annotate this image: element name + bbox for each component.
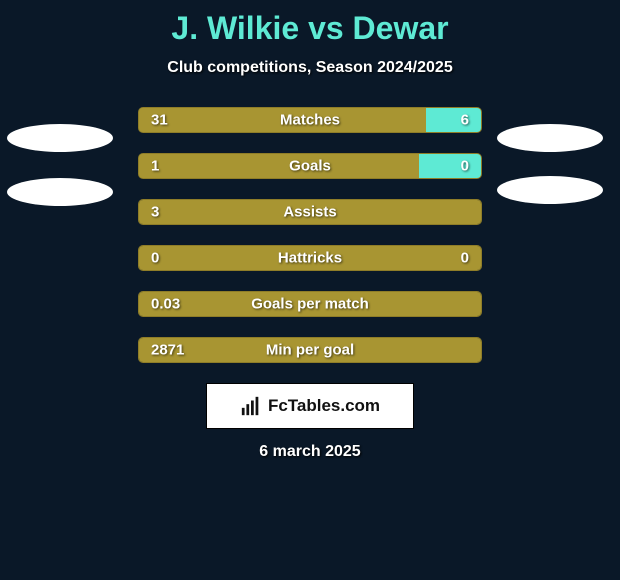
stat-bar: Goals 1 0 [138,153,482,179]
stat-left-value: 0.03 [151,296,180,313]
date-text: 6 march 2025 [0,443,620,461]
stat-bar: Hattricks 0 0 [138,245,482,271]
stat-left-value: 31 [151,112,168,129]
stat-left-value: 1 [151,158,159,175]
stat-bar: Assists 3 [138,199,482,225]
stat-bar: Goals per match 0.03 [138,291,482,317]
stat-label: Goals per match [251,296,369,313]
stat-left-value: 0 [151,250,159,267]
stat-row: Min per goal 2871 [0,337,620,363]
stat-row: Hattricks 0 0 [0,245,620,271]
stat-row: Goals per match 0.03 [0,291,620,317]
page-title: J. Wilkie vs Dewar [0,0,620,47]
stat-label: Matches [280,112,340,129]
avatar-right [497,124,603,152]
stat-label: Min per goal [266,342,354,359]
subtitle: Club competitions, Season 2024/2025 [0,59,620,77]
stat-label: Goals [289,158,331,175]
stat-left-value: 2871 [151,342,184,359]
stat-bar: Min per goal 2871 [138,337,482,363]
bar-right-segment [419,154,481,178]
stat-right-value: 0 [461,250,469,267]
stat-bar: Matches 31 6 [138,107,482,133]
brand-badge[interactable]: FcTables.com [206,383,414,429]
stat-row: Goals 1 0 [0,153,620,179]
stat-label: Assists [283,204,336,221]
stat-right-value: 6 [461,112,469,129]
bar-right-segment [426,108,481,132]
stat-left-value: 3 [151,204,159,221]
bars-icon [240,395,262,417]
stat-label: Hattricks [278,250,342,267]
brand-text: FcTables.com [268,396,380,416]
bar-left-segment [139,154,419,178]
avatar-left [7,178,113,206]
avatar-left [7,124,113,152]
stat-right-value: 0 [461,158,469,175]
avatar-right [497,176,603,204]
